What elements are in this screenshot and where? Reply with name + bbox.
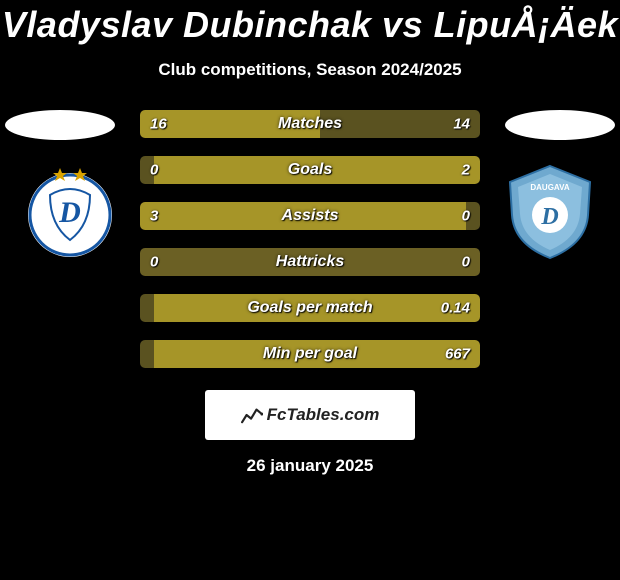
flag-right: [505, 110, 615, 140]
club-badge-left: D: [20, 160, 120, 260]
stat-value-right: 14: [453, 116, 470, 133]
svg-text:D: D: [58, 196, 81, 229]
subtitle: Club competitions, Season 2024/2025: [0, 60, 620, 80]
daugava-badge-icon: DAUGAVA D: [500, 160, 600, 260]
stat-value-right: 2: [462, 162, 470, 179]
stat-value-left: 16: [150, 116, 167, 133]
stat-row-hattricks: 0 Hattricks 0: [140, 248, 480, 276]
flag-left: [5, 110, 115, 140]
stat-label: Matches: [278, 115, 342, 133]
stat-row-goals-per-match: Goals per match 0.14: [140, 294, 480, 322]
site-logo: FcTables.com: [205, 390, 415, 440]
stat-value-right: 667: [445, 346, 470, 363]
dynamo-badge-icon: D: [20, 160, 120, 260]
stat-row-min-per-goal: Min per goal 667: [140, 340, 480, 368]
stat-value-right: 0: [462, 208, 470, 225]
stat-label: Goals: [288, 161, 332, 179]
comparison-stage: D DAUGAVA D 16Matches140Goals23Assists00…: [0, 110, 620, 368]
stat-row-matches: 16 Matches 14: [140, 110, 480, 138]
svg-text:D: D: [540, 204, 558, 230]
stat-value-left: 3: [150, 208, 158, 225]
stat-label: Assists: [282, 207, 339, 225]
stat-label: Hattricks: [276, 253, 344, 271]
stat-row-assists: 3 Assists 0: [140, 202, 480, 230]
stat-label: Goals per match: [247, 299, 372, 317]
fctables-icon: [241, 406, 263, 424]
stat-label: Min per goal: [263, 345, 357, 363]
date-text: 26 january 2025: [0, 456, 620, 476]
stat-bar-left: [140, 340, 154, 368]
stat-value-left: 0: [150, 162, 158, 179]
stat-value-right: 0.14: [441, 300, 470, 317]
stat-row-goals: 0 Goals 2: [140, 156, 480, 184]
page-title: Vladyslav Dubinchak vs LipuÅ¡Äek: [0, 0, 620, 46]
daugava-label: DAUGAVA: [530, 183, 569, 192]
stat-value-left: 0: [150, 254, 158, 271]
site-logo-text: FcTables.com: [267, 405, 380, 425]
stat-value-right: 0: [462, 254, 470, 271]
club-badge-right: DAUGAVA D: [500, 160, 600, 260]
stat-bar-left: [140, 294, 154, 322]
stat-rows: 16 Matches 14 0 Goals 2 3 Assists 0 0 Hattricks 0 Go…: [140, 110, 480, 368]
